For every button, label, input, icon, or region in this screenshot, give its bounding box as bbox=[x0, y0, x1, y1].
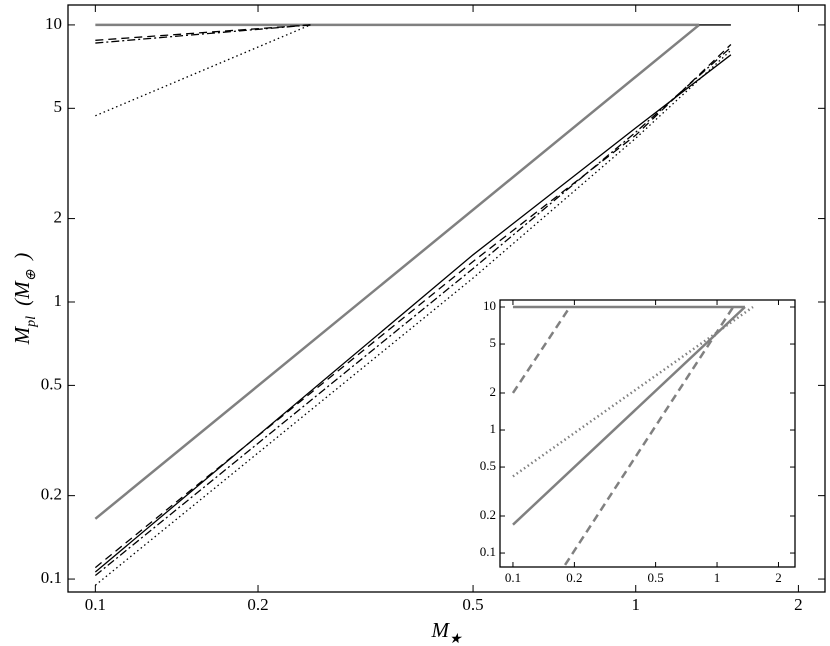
x-tick-label: 1 bbox=[714, 570, 721, 585]
chart-1: 0.1 0.2 0.5 1 2 0.1 0.2 0.5 1 2 5 10 bbox=[480, 298, 796, 585]
series-line bbox=[95, 24, 311, 117]
series-line bbox=[511, 306, 571, 394]
series-line bbox=[95, 24, 311, 44]
y-tick-label: 2 bbox=[54, 207, 63, 226]
x-axis-label: M★ bbox=[430, 618, 463, 646]
y-tick-label: 0.1 bbox=[41, 568, 62, 587]
x-tick-label: 0.5 bbox=[647, 570, 663, 585]
x-tick-label: 0.1 bbox=[85, 595, 106, 614]
y-tick-label: 2 bbox=[490, 384, 497, 399]
y-tick-label: 5 bbox=[490, 335, 497, 350]
label-part: M bbox=[430, 618, 450, 642]
y-tick-label: 0.5 bbox=[41, 374, 62, 393]
x-tick-label: 2 bbox=[775, 570, 782, 585]
label-part: ⊕ bbox=[24, 269, 39, 281]
y-tick-label: 1 bbox=[490, 421, 497, 436]
series-line bbox=[94, 46, 732, 577]
label-part: (M bbox=[10, 280, 34, 306]
y-axis-label: Mpl (M⊕) bbox=[10, 253, 39, 346]
label-part: ★ bbox=[449, 632, 463, 646]
label-part: ) bbox=[10, 253, 34, 261]
x-tick-label: 0.1 bbox=[505, 570, 521, 585]
series-line bbox=[94, 49, 732, 586]
x-tick-label: 2 bbox=[794, 595, 803, 614]
plot-frame bbox=[499, 299, 796, 568]
y-tick-label: 0.5 bbox=[480, 458, 496, 473]
x-tick-label: 0.5 bbox=[462, 595, 483, 614]
x-tick-label: 0.2 bbox=[247, 595, 268, 614]
label-part: pl bbox=[24, 316, 39, 328]
y-tick-label: 5 bbox=[54, 97, 63, 116]
y-tick-label: 10 bbox=[483, 298, 496, 313]
series-line bbox=[95, 24, 311, 41]
y-tick-label: 10 bbox=[45, 14, 62, 33]
plot-frame bbox=[67, 4, 826, 593]
series-line bbox=[94, 23, 700, 520]
y-tick-label: 1 bbox=[54, 291, 63, 310]
series-line bbox=[94, 43, 732, 569]
series-line bbox=[94, 54, 732, 573]
y-tick-label: 0.2 bbox=[480, 507, 496, 522]
x-tick-label: 1 bbox=[631, 595, 640, 614]
y-tick-label: 0.2 bbox=[41, 485, 62, 504]
plot-area bbox=[500, 300, 795, 567]
y-tick-label: 0.1 bbox=[480, 544, 496, 559]
x-tick-label: 0.2 bbox=[566, 570, 582, 585]
label-part: M bbox=[10, 325, 34, 345]
series-line bbox=[512, 306, 746, 526]
